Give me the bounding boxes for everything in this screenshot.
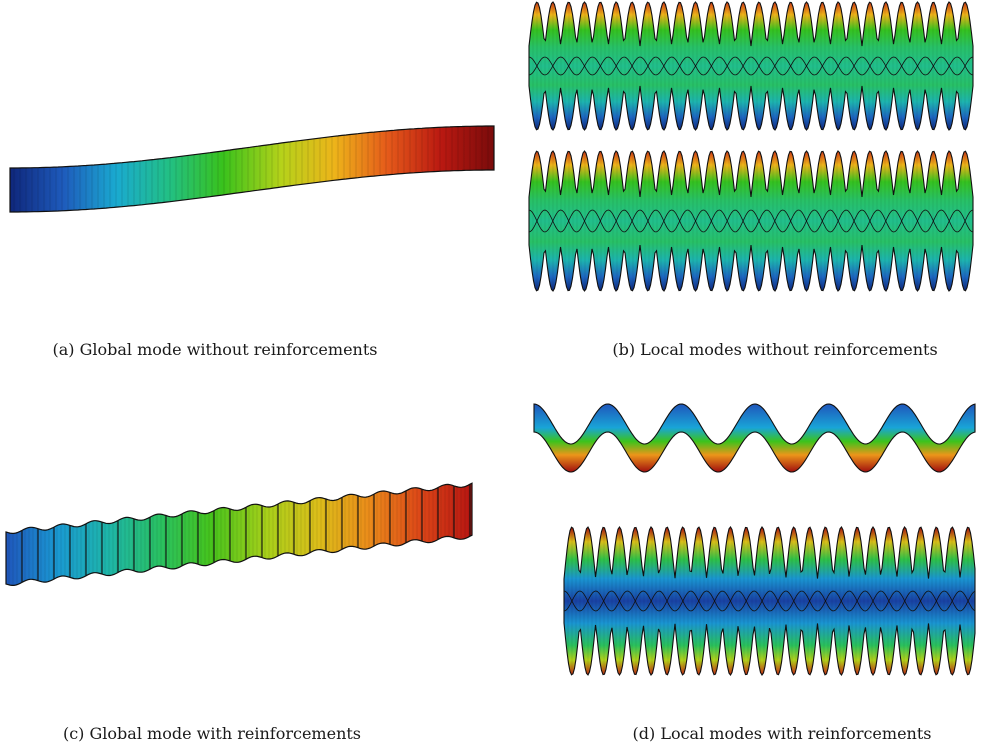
local-modes-plot — [528, 1, 974, 292]
panel-b-local-modes — [520, 0, 982, 300]
local-mode-wave-reinforced — [563, 525, 976, 677]
beam-body — [5, 482, 473, 587]
local-mode-wave-top — [528, 1, 974, 131]
caption-d: (d) Local modes with reinforcements — [632, 724, 932, 743]
local-mode-wave-bottom — [528, 150, 974, 292]
panel-c-global-mode — [0, 470, 480, 600]
local-mode-sine-strip — [533, 403, 976, 473]
caption-c: (c) Global mode with reinforcements — [62, 724, 362, 743]
beam-body — [9, 125, 495, 213]
local-modes-reinforced-plot — [533, 403, 976, 677]
panel-d-local-modes — [530, 400, 982, 690]
caption-a: (a) Global mode without reinforcements — [52, 340, 378, 359]
global-mode-beam-plot — [9, 125, 495, 213]
global-mode-reinforced-plot — [5, 482, 473, 587]
panel-a-global-mode — [0, 110, 500, 230]
caption-b: (b) Local modes without reinforcements — [612, 340, 938, 359]
